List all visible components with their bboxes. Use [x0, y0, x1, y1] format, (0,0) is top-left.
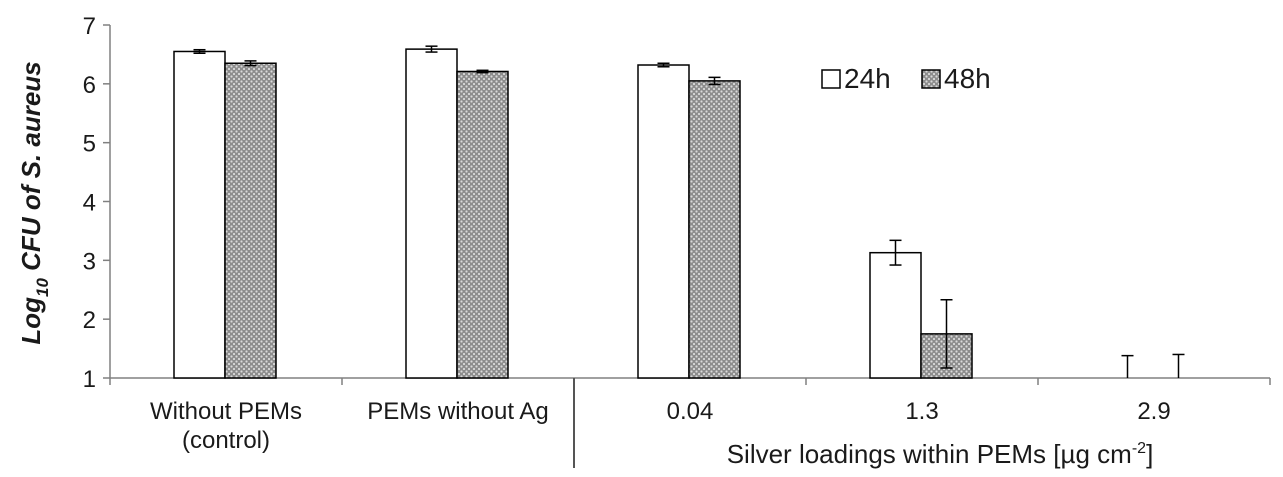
bar-24h-2	[637, 64, 690, 379]
y-tick-label: 6	[83, 72, 96, 99]
bars	[173, 45, 1185, 379]
bar-48h-1	[456, 70, 509, 379]
y-axis-title: Log10 CFU of S. aureus	[16, 61, 52, 344]
bar-24h-3	[869, 251, 922, 379]
y-tick-label: 5	[83, 131, 96, 158]
category-label-4: 2.9	[1137, 398, 1170, 425]
bar-24h-1	[405, 48, 458, 379]
bar-48h-0	[224, 62, 277, 379]
y-tick-label: 4	[83, 190, 96, 217]
category-label-1: PEMs without Ag	[367, 398, 548, 425]
y-tick-label: 2	[83, 307, 96, 334]
legend: 24h 48h	[821, 63, 991, 94]
legend-swatch-48h	[921, 69, 941, 89]
labels: 1 2 3 4 5 6 7 Without PEMs (control) PEMs without…	[16, 13, 1171, 469]
bar-24h-0	[173, 50, 226, 379]
bar-48h-2	[688, 80, 741, 379]
x-axis-title: Silver loadings within PEMs [µg cm-2]	[727, 439, 1154, 469]
category-label-2: 0.04	[667, 398, 714, 425]
y-tick-label: 3	[83, 248, 96, 275]
y-tick-label: 1	[83, 366, 96, 393]
category-label-0: Without PEMs (control)	[150, 398, 302, 454]
y-tick-label: 7	[83, 13, 96, 40]
legend-label-24h: 24h	[844, 63, 891, 94]
legend-swatch-24h	[821, 69, 841, 89]
category-label-3: 1.3	[905, 398, 938, 425]
legend-label-48h: 48h	[944, 63, 991, 94]
